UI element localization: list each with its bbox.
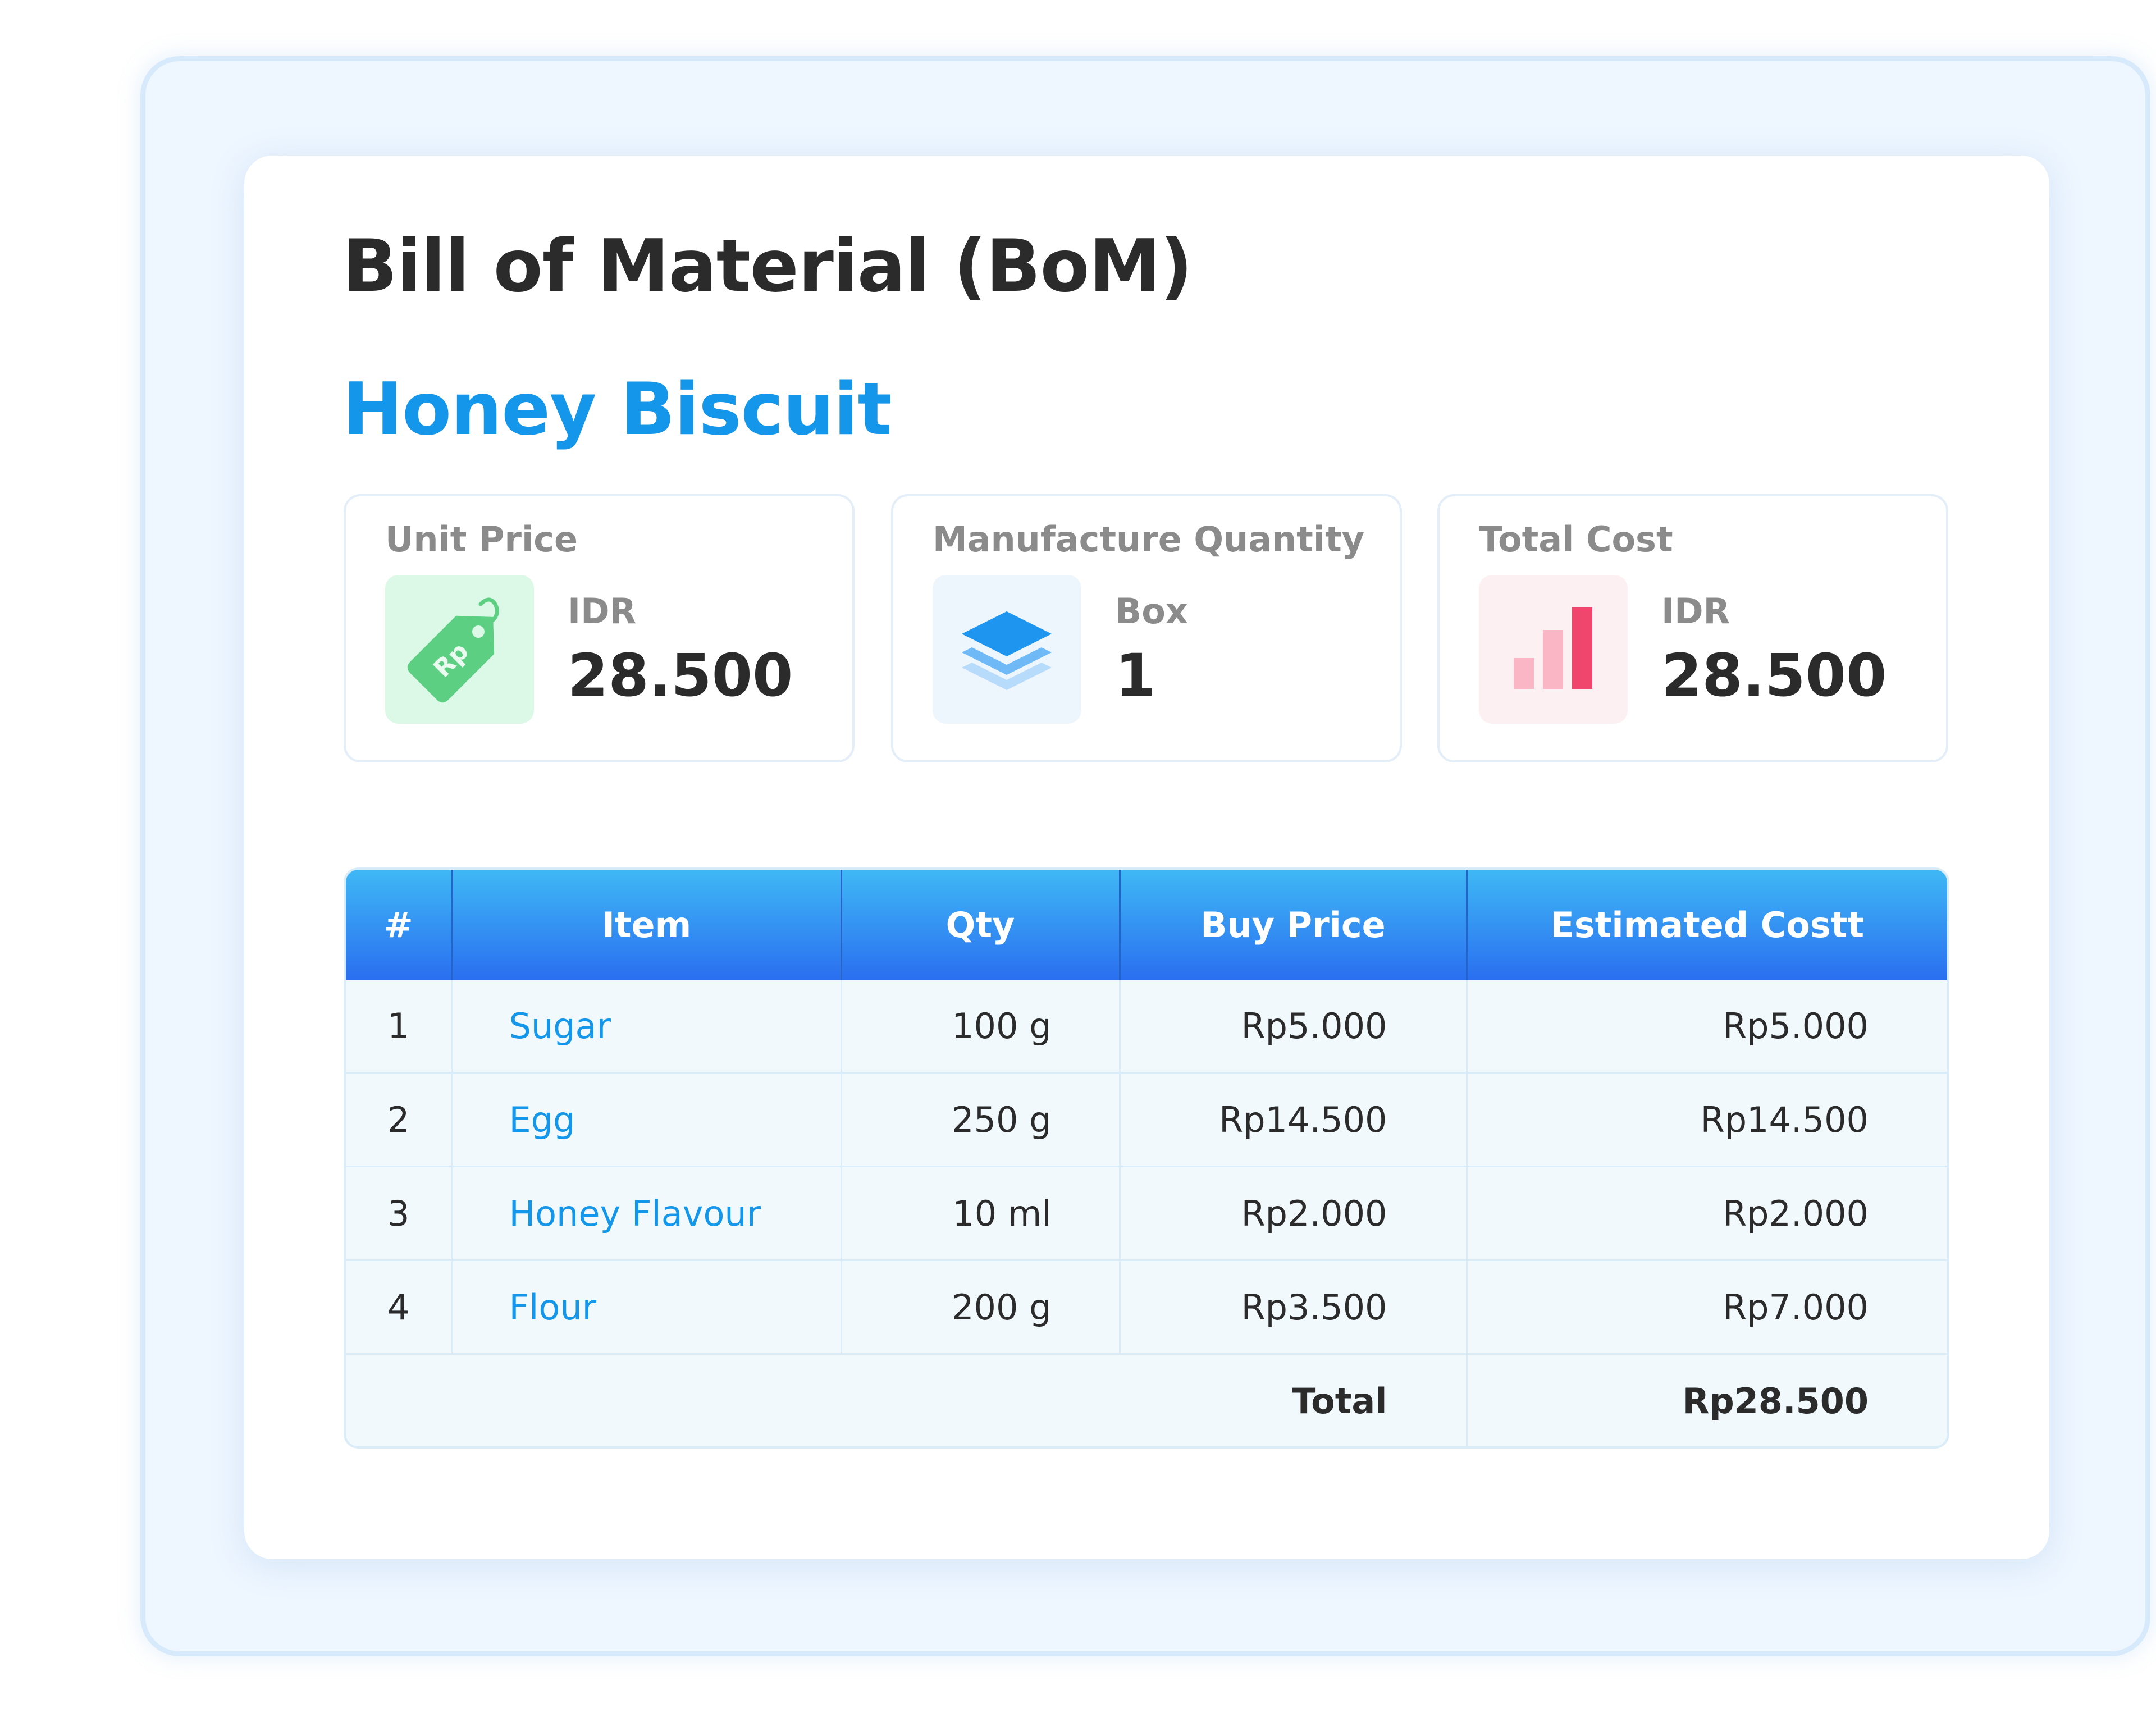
stat-value: 1 <box>1115 641 1156 710</box>
total-label: Total <box>346 1354 1468 1446</box>
stat-unit: IDR <box>1661 591 1730 632</box>
row-estimated-cost: Rp7.000 <box>1467 1260 1947 1355</box>
table-row: 2 Egg 250 g Rp14.500 Rp14.500 <box>346 1072 1947 1167</box>
row-qty: 10 ml <box>841 1166 1121 1261</box>
item-link[interactable]: Egg <box>452 1072 842 1167</box>
stat-unit: Box <box>1115 591 1188 632</box>
stat-card-total-cost: Total Cost IDR 28.500 <box>1437 494 1948 762</box>
table-row: 3 Honey Flavour 10 ml Rp2.000 Rp2.000 <box>346 1166 1947 1261</box>
table-header-row: # Item Qty Buy Price Estimated Costt <box>346 870 1947 980</box>
stat-label: Unit Price <box>385 519 578 560</box>
stat-card-unit-price: Unit Price Rp IDR 28.500 <box>344 494 855 762</box>
row-qty: 100 g <box>841 980 1121 1074</box>
stat-unit: IDR <box>568 591 637 632</box>
table-row: 1 Sugar 100 g Rp5.000 Rp5.000 <box>346 980 1947 1074</box>
row-qty: 200 g <box>841 1260 1121 1355</box>
item-link[interactable]: Honey Flavour <box>452 1166 842 1261</box>
table-row: 4 Flour 200 g Rp3.500 Rp7.000 <box>346 1260 1947 1355</box>
row-estimated-cost: Rp14.500 <box>1467 1072 1947 1167</box>
row-estimated-cost: Rp2.000 <box>1467 1166 1947 1261</box>
item-link[interactable]: Sugar <box>452 980 842 1074</box>
total-value: Rp28.500 <box>1682 1380 1869 1422</box>
stat-label: Total Cost <box>1479 519 1673 560</box>
stat-value: 28.500 <box>1661 641 1887 710</box>
row-number: 1 <box>346 980 453 1074</box>
column-header-buy-price[interactable]: Buy Price <box>1120 870 1468 980</box>
row-buy-price: Rp3.500 <box>1120 1260 1468 1355</box>
bom-table: # Item Qty Buy Price Estimated Costt 1 S… <box>344 867 1949 1449</box>
product-name: Honey Biscuit <box>342 368 892 451</box>
item-link[interactable]: Flour <box>452 1260 842 1355</box>
column-header-number[interactable]: # <box>346 870 453 980</box>
column-header-item[interactable]: Item <box>452 870 842 980</box>
layers-icon <box>933 575 1081 724</box>
row-buy-price: Rp5.000 <box>1120 980 1468 1074</box>
stat-value: 28.500 <box>568 641 793 710</box>
column-header-qty[interactable]: Qty <box>841 870 1121 980</box>
price-tag-icon: Rp <box>385 575 534 724</box>
row-number: 2 <box>346 1072 453 1167</box>
page-title: Bill of Material (BoM) <box>342 225 1193 308</box>
row-buy-price: Rp2.000 <box>1120 1166 1468 1261</box>
row-buy-price: Rp14.500 <box>1120 1072 1468 1167</box>
column-header-estimated-cost[interactable]: Estimated Costt <box>1467 870 1947 980</box>
table-total-row: Total Rp28.500 <box>346 1354 1947 1446</box>
stat-label: Manufacture Quantity <box>933 519 1365 560</box>
stat-card-manufacture-quantity: Manufacture Quantity Box 1 <box>891 494 1402 762</box>
row-number: 3 <box>346 1166 453 1261</box>
row-qty: 250 g <box>841 1072 1121 1167</box>
row-estimated-cost: Rp5.000 <box>1467 980 1947 1074</box>
row-number: 4 <box>346 1260 453 1355</box>
bar-chart-icon <box>1479 575 1628 724</box>
